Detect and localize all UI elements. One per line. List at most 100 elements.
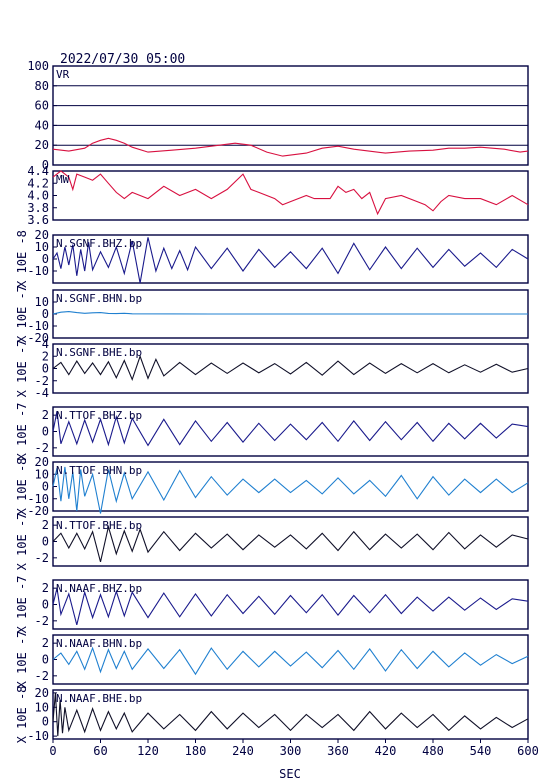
y-tick-label: 20 bbox=[35, 138, 49, 152]
panel-label: N.SGNF.BHN.bp bbox=[56, 292, 142, 305]
unit-label: X 10E -7 bbox=[15, 403, 29, 461]
panel-label: N.NAAF.BHZ.bp bbox=[56, 582, 142, 595]
y-tick-label: -2 bbox=[35, 374, 49, 388]
panel-label: N.TTOF.BHZ.bp bbox=[56, 409, 142, 422]
x-tick-label: 120 bbox=[137, 744, 159, 758]
panel-label: MW bbox=[56, 173, 70, 186]
unit-label: X 10E -7 bbox=[15, 513, 29, 571]
unit-label: X 10E -7 bbox=[15, 285, 29, 343]
series-line bbox=[52, 311, 528, 315]
y-tick-label: 10 bbox=[35, 295, 49, 309]
panel-7: -2 0 2 N.TTOF.BHE.bp X 10E -7 bbox=[15, 513, 529, 571]
series-line bbox=[52, 354, 529, 382]
x-tick-label: 60 bbox=[93, 744, 107, 758]
y-tick-label: 4 bbox=[42, 337, 49, 351]
panel-frame bbox=[52, 65, 529, 166]
y-tick-label: -10 bbox=[27, 319, 49, 333]
y-tick-label: 4.2 bbox=[27, 176, 49, 190]
y-tick-label: 3.8 bbox=[27, 201, 49, 215]
x-tick-label: 480 bbox=[422, 744, 444, 758]
series-line bbox=[52, 466, 529, 514]
panel-label: N.SGNF.BHZ.bp bbox=[56, 237, 142, 250]
panel-frame bbox=[52, 170, 529, 221]
y-tick-label: 20 bbox=[35, 686, 49, 700]
y-tick-label: 20 bbox=[35, 228, 49, 242]
panel-label: N.TTOF.BHN.bp bbox=[56, 464, 142, 477]
panel-8: -2 0 2 N.NAAF.BHZ.bp X 10E -7 bbox=[15, 576, 529, 634]
y-tick-label: 4.0 bbox=[27, 189, 49, 203]
panel-label: N.NAAF.BHE.bp bbox=[56, 692, 142, 705]
x-tick-label: 300 bbox=[280, 744, 302, 758]
y-tick-label: -20 bbox=[27, 331, 49, 345]
y-tick-label: 2 bbox=[42, 518, 49, 532]
y-tick-label: 0 bbox=[42, 362, 49, 376]
y-tick-label: 4.4 bbox=[27, 164, 49, 178]
series-line bbox=[52, 646, 529, 676]
y-tick-label: 0 bbox=[42, 715, 49, 729]
panel-label: N.NAAF.BHN.bp bbox=[56, 637, 142, 650]
y-tick-label: 2 bbox=[42, 349, 49, 363]
unit-label: X 10E -8 bbox=[15, 686, 29, 744]
x-tick-label: 360 bbox=[327, 744, 349, 758]
y-tick-label: 10 bbox=[35, 240, 49, 254]
x-tick-label: 180 bbox=[185, 744, 207, 758]
y-tick-label: 20 bbox=[35, 455, 49, 469]
panel-label: N.TTOF.BHE.bp bbox=[56, 519, 142, 532]
y-tick-label: -10 bbox=[27, 492, 49, 506]
y-tick-label: 0 bbox=[42, 653, 49, 667]
y-tick-label: 60 bbox=[35, 99, 49, 113]
y-tick-label: 2 bbox=[42, 408, 49, 422]
y-tick-label: -2 bbox=[35, 614, 49, 628]
y-tick-label: 10 bbox=[35, 467, 49, 481]
x-tick-label: 240 bbox=[232, 744, 254, 758]
y-tick-label: 2 bbox=[42, 636, 49, 650]
series-line bbox=[52, 524, 529, 563]
y-tick-label: 80 bbox=[35, 79, 49, 93]
unit-label: X 10E -8 bbox=[15, 230, 29, 288]
series-line bbox=[52, 170, 529, 216]
y-tick-label: 40 bbox=[35, 118, 49, 132]
y-tick-label: 0 bbox=[42, 535, 49, 549]
chart-panels: 020406080100VR3.63.84.04.24.4MW-1001020N… bbox=[15, 59, 529, 744]
y-tick-label: 0 bbox=[42, 425, 49, 439]
series-line bbox=[52, 410, 529, 447]
y-tick-label: 3.6 bbox=[27, 213, 49, 227]
x-tick-label: 0 bbox=[49, 744, 56, 758]
y-tick-label: 0 bbox=[42, 307, 49, 321]
panel-label: VR bbox=[56, 68, 70, 81]
y-tick-label: 0 bbox=[42, 252, 49, 266]
y-tick-label: -10 bbox=[27, 729, 49, 743]
x-tick-label: 540 bbox=[470, 744, 492, 758]
panel-9: -2 0 2 N.NAAF.BHN.bp X 10E -7 bbox=[15, 631, 529, 689]
y-tick-label: -20 bbox=[27, 504, 49, 518]
y-tick-label: -2 bbox=[35, 441, 49, 455]
y-tick-label: -10 bbox=[27, 264, 49, 278]
y-tick-label: 100 bbox=[27, 59, 49, 73]
unit-label: X 10E -7 bbox=[15, 631, 29, 689]
header-timestamp: 2022/07/30 05:00 bbox=[60, 52, 185, 67]
unit-label: X 10E -7 bbox=[15, 576, 29, 634]
panel-1: 3.63.84.04.24.4 MW bbox=[27, 164, 529, 227]
x-tick-label: 600 bbox=[517, 744, 539, 758]
y-tick-label: 0 bbox=[42, 598, 49, 612]
y-tick-label: -4 bbox=[35, 386, 49, 400]
x-axis-label: SEC bbox=[279, 767, 301, 781]
y-tick-label: -2 bbox=[35, 669, 49, 683]
y-tick-label: 10 bbox=[35, 700, 49, 714]
y-tick-label: 0 bbox=[42, 480, 49, 494]
unit-label: X 10E -7 bbox=[15, 340, 29, 398]
series-line bbox=[52, 588, 529, 626]
unit-label: X 10E -8 bbox=[15, 458, 29, 516]
series-line bbox=[52, 692, 529, 737]
y-tick-label: 0 bbox=[42, 158, 49, 172]
panel-0: 0 20 40 60 80 100 VR bbox=[27, 59, 529, 172]
x-axis: 0 60 120 180 240 300 360 420 480 540 600 bbox=[49, 739, 539, 758]
series-line bbox=[52, 137, 529, 157]
series-line bbox=[52, 237, 529, 284]
